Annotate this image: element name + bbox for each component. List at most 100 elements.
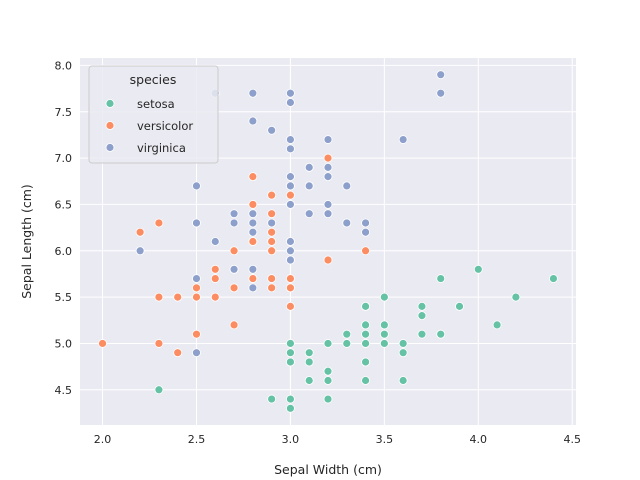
x-tick-label: 3.0: [282, 433, 300, 446]
data-point-virginica: [248, 116, 258, 126]
data-point-versicolor: [361, 246, 370, 256]
data-point-setosa: [286, 357, 295, 367]
data-point-versicolor: [267, 283, 277, 293]
data-point-virginica: [135, 246, 145, 256]
y-tick-label: 5.5: [55, 291, 73, 304]
data-point-virginica: [210, 237, 220, 246]
data-point-virginica: [267, 218, 277, 228]
data-point-virginica: [248, 218, 258, 228]
data-point-setosa: [398, 376, 408, 385]
data-point-virginica: [323, 162, 333, 172]
data-point-versicolor: [98, 339, 107, 348]
data-point-setosa: [304, 357, 314, 367]
x-tick-label: 2.5: [188, 433, 206, 446]
data-point-versicolor: [267, 246, 277, 256]
data-point-virginica: [286, 200, 295, 209]
data-point-versicolor: [286, 274, 295, 283]
data-point-setosa: [361, 320, 370, 330]
legend-title: species: [130, 72, 177, 87]
data-point-versicolor: [267, 227, 277, 237]
data-point-virginica: [361, 227, 370, 237]
data-point-setosa: [398, 339, 408, 348]
data-point-versicolor: [267, 209, 277, 219]
x-tick-label: 4.5: [563, 433, 581, 446]
data-point-setosa: [379, 292, 389, 302]
data-point-virginica: [248, 264, 258, 274]
data-point-setosa: [436, 329, 446, 339]
y-tick-label: 6.0: [55, 245, 73, 258]
data-point-versicolor: [210, 292, 220, 302]
data-point-setosa: [361, 357, 370, 367]
legend-marker-virginica: [105, 143, 115, 152]
data-point-virginica: [248, 88, 258, 98]
data-point-virginica: [229, 218, 239, 228]
data-point-versicolor: [267, 237, 277, 246]
data-point-virginica: [304, 162, 314, 172]
data-point-versicolor: [135, 227, 145, 237]
data-point-setosa: [154, 385, 164, 395]
data-point-virginica: [286, 246, 295, 256]
data-point-setosa: [304, 348, 314, 358]
data-point-virginica: [286, 255, 295, 265]
data-point-setosa: [361, 301, 370, 311]
data-point-setosa: [323, 394, 333, 404]
data-point-versicolor: [154, 218, 164, 228]
data-point-versicolor: [229, 320, 239, 330]
y-tick-labels: 4.5 5.0 5.5 6.0 6.5 7.0 7.5 8.0: [55, 59, 73, 396]
y-tick-label: 6.5: [55, 198, 73, 211]
data-point-virginica: [304, 181, 314, 191]
legend-label-virginica: virginica: [137, 141, 186, 155]
data-point-virginica: [342, 218, 352, 228]
legend-label-versicolor: versicolor: [137, 119, 193, 133]
data-point-setosa: [361, 339, 370, 348]
data-point-setosa: [361, 376, 370, 385]
data-point-virginica: [229, 209, 239, 219]
data-point-setosa: [379, 339, 389, 348]
legend: species setosa versicolor virginica: [88, 65, 219, 164]
data-point-versicolor: [192, 283, 201, 293]
data-point-virginica: [248, 209, 258, 219]
data-point-setosa: [286, 394, 295, 404]
data-point-setosa: [286, 403, 295, 413]
data-point-versicolor: [173, 348, 183, 358]
data-point-versicolor: [229, 246, 239, 256]
data-point-virginica: [323, 172, 333, 182]
data-point-setosa: [304, 376, 314, 385]
y-axis-title: Sepal Length (cm): [19, 184, 34, 299]
data-point-virginica: [192, 274, 201, 283]
data-point-setosa: [379, 329, 389, 339]
data-point-versicolor: [248, 172, 258, 182]
data-point-versicolor: [267, 274, 277, 283]
legend-label-setosa: setosa: [137, 97, 175, 111]
data-point-virginica: [436, 70, 446, 80]
data-point-virginica: [286, 98, 295, 107]
data-point-setosa: [417, 329, 427, 339]
data-point-versicolor: [210, 274, 220, 283]
data-point-virginica: [286, 181, 295, 191]
data-point-versicolor: [286, 301, 295, 311]
y-tick-label: 5.0: [55, 337, 73, 350]
data-point-virginica: [342, 181, 352, 191]
data-point-setosa: [286, 348, 295, 358]
data-point-virginica: [286, 144, 295, 154]
data-point-setosa: [492, 320, 502, 330]
data-point-versicolor: [323, 153, 333, 163]
data-point-setosa: [323, 366, 333, 376]
data-point-setosa: [267, 394, 277, 404]
data-point-virginica: [286, 135, 295, 144]
data-point-virginica: [229, 264, 239, 274]
data-point-virginica: [304, 209, 314, 219]
data-point-virginica: [192, 218, 201, 228]
data-point-virginica: [286, 88, 295, 98]
data-point-virginica: [398, 135, 408, 144]
data-point-setosa: [323, 376, 333, 385]
legend-items: setosa versicolor virginica: [105, 97, 193, 155]
data-point-setosa: [379, 320, 389, 330]
y-tick-label: 8.0: [55, 59, 73, 72]
data-point-setosa: [398, 348, 408, 358]
y-tick-label: 7.0: [55, 152, 73, 165]
data-point-setosa: [417, 311, 427, 321]
data-point-virginica: [361, 218, 370, 228]
data-point-versicolor: [248, 200, 258, 209]
